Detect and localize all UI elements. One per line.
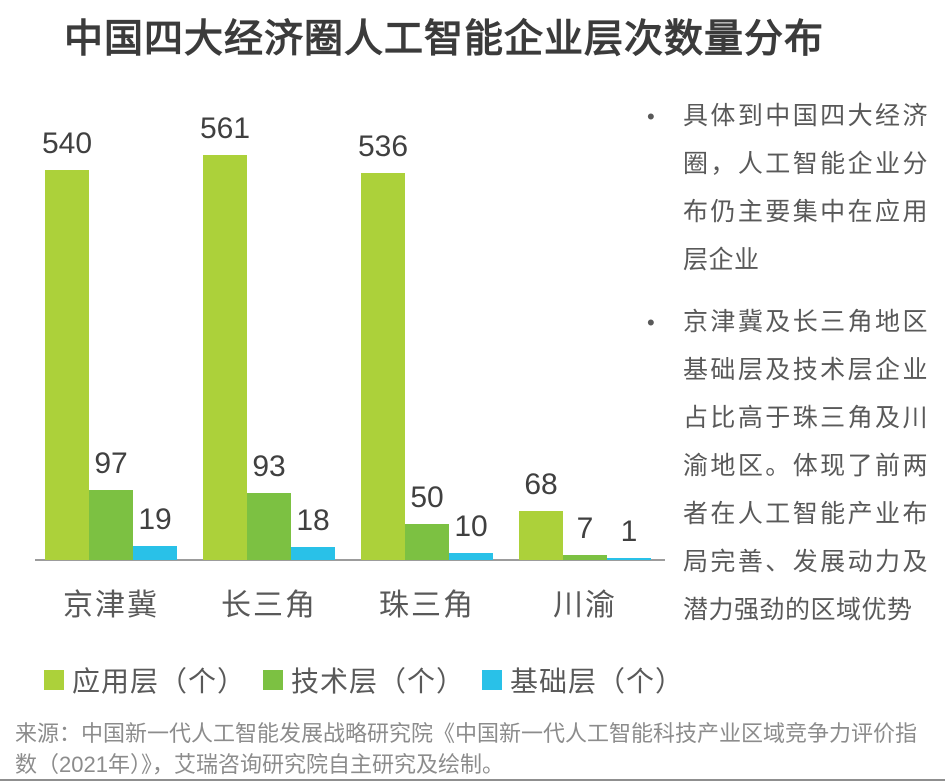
bar-value-label: 93 <box>252 450 286 483</box>
legend-label-application-layer: 应用层（个） <box>72 666 247 697</box>
legend-label-foundation-layer: 基础层（个） <box>510 666 685 697</box>
bar-value-label: 19 <box>138 503 172 536</box>
bar-value-label: 97 <box>94 447 128 480</box>
foundation-layer-swatch-icon <box>482 670 503 690</box>
source-note: 来源：中国新一代人工智能发展战略研究院《中国新一代人工智能科技产业区域竞争力评价… <box>15 721 918 777</box>
bar <box>291 547 335 560</box>
application-layer-swatch-icon <box>44 670 64 690</box>
bar <box>361 173 405 560</box>
category-label: 长三角 <box>221 589 317 622</box>
legend-item-application-layer: 应用层（个） <box>44 660 246 700</box>
note-item: • 京津冀及长三角地区基础层及技术层企业占比高于珠三角及川渝地区。体现了前两者在… <box>645 298 928 634</box>
bullet-icon: • <box>647 104 656 129</box>
legend-item-technology-layer: 技术层（个） <box>263 660 465 700</box>
bar <box>449 553 493 560</box>
bar <box>133 546 177 560</box>
category-label: 川渝 <box>553 589 617 622</box>
legend-item-foundation-layer: 基础层（个） <box>482 660 684 700</box>
x-axis-line <box>35 559 665 561</box>
notes-panel: • 具体到中国四大经济圈，人工智能企业分布仍主要集中在应用层企业 • 京津冀及长… <box>645 92 945 648</box>
plot-area: 540 97 19 京津冀 561 93 18 长三角 536 50 10 珠三角 68 7 1 川渝 <box>35 112 665 622</box>
category-label: 珠三角 <box>379 589 475 622</box>
bar <box>89 490 133 560</box>
notes-list: • 具体到中国四大经济圈，人工智能企业分布仍主要集中在应用层企业 • 京津冀及长… <box>645 92 945 634</box>
bar-value-label: 536 <box>357 130 409 163</box>
bar <box>607 558 651 560</box>
page-title: 中国四大经济圈人工智能企业层次数量分布 <box>64 18 825 61</box>
bottom-divider <box>0 779 945 781</box>
note-text: 京津冀及长三角地区基础层及技术层企业占比高于珠三角及川渝地区。体现了前两者在人工… <box>683 308 928 624</box>
bar-value-label: 68 <box>524 468 558 501</box>
bar <box>247 493 291 560</box>
note-item: • 具体到中国四大经济圈，人工智能企业分布仍主要集中在应用层企业 <box>645 92 928 284</box>
bar <box>405 524 449 560</box>
bar <box>563 555 607 560</box>
legend-label-technology-layer: 技术层（个） <box>291 666 466 697</box>
bar-value-label: 1 <box>620 515 638 548</box>
bar-value-label: 10 <box>454 510 488 543</box>
bar-value-label: 540 <box>41 127 93 160</box>
bar-value-label: 7 <box>576 512 594 545</box>
bar <box>45 170 89 560</box>
bar-value-label: 561 <box>199 112 251 145</box>
note-text: 具体到中国四大经济圈，人工智能企业分布仍主要集中在应用层企业 <box>683 102 928 274</box>
legend: 应用层（个） 技术层（个） 基础层（个） <box>44 660 684 700</box>
bar <box>519 511 563 560</box>
category-label: 京津冀 <box>63 589 159 622</box>
bar-value-label: 18 <box>296 504 330 537</box>
bullet-icon: • <box>647 310 656 335</box>
technology-layer-swatch-icon <box>263 670 284 690</box>
bar <box>203 155 247 560</box>
bar-value-label: 50 <box>410 481 444 514</box>
